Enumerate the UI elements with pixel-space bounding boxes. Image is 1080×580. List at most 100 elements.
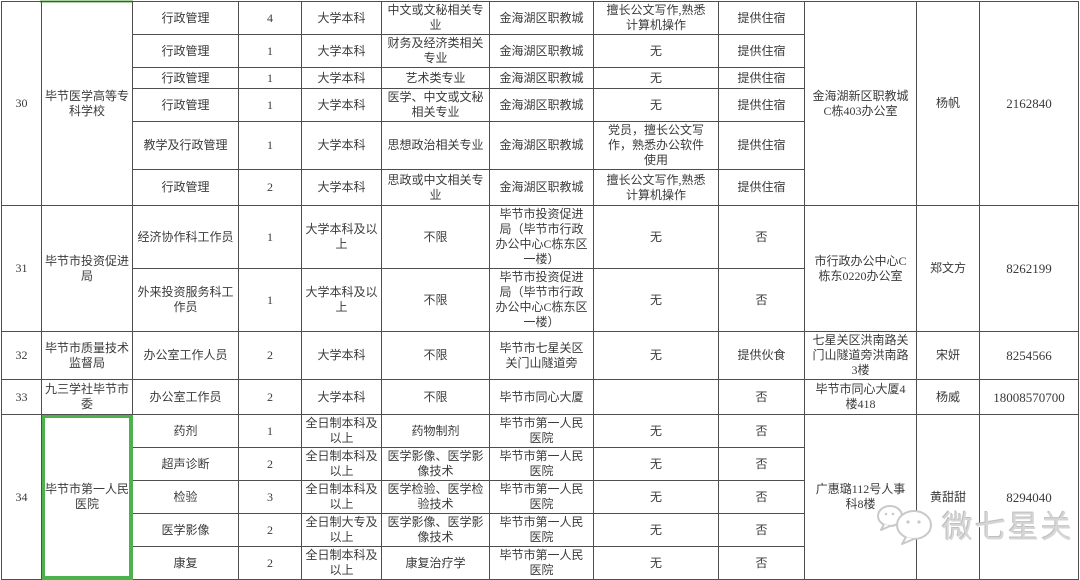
cell-organization: 毕节市投资促进局 [41, 205, 133, 332]
cell-position: 检验 [132, 480, 239, 514]
table-row: 行政管理 1 大学本科 医学、中文或文秘相关专业 金海湖区职教城无提供住宿 [2, 88, 1079, 122]
cell-count: 4 [238, 1, 302, 35]
cell-index: 32 [1, 331, 42, 380]
cell-major: 不限 [381, 268, 490, 332]
cell-phone: 8262199 [979, 205, 1079, 332]
cell-position: 办公室工作人员 [132, 331, 239, 380]
cell-contact: 宋妍 [916, 331, 980, 380]
cell-position: 行政管理 [132, 169, 239, 206]
cell-housing: 提供住宿 [718, 121, 805, 170]
table-row: 外来投资服务科工作员 1 大学本科及以上 不限 毕节市投资促进局（毕节市行政办公中心C栋… [2, 268, 1079, 332]
cell-education: 大学本科 [301, 121, 382, 170]
cell-requirements [593, 379, 719, 415]
cell-count: 2 [238, 447, 302, 481]
cell-position: 行政管理 [132, 34, 239, 68]
cell-count: 2 [238, 546, 302, 580]
cell-organization: 毕节医学高等专科学校 [41, 1, 133, 206]
cell-address: 市行政办公中心C栋东0220办公室 [804, 205, 917, 332]
cell-education: 全日制本科及以上 [301, 480, 382, 514]
cell-position: 办公室工作员 [132, 379, 239, 415]
table-row: 行政管理 1 大学本科 财务及经济类相关专业 金海湖区职教城无提供住宿 [2, 34, 1079, 68]
cell-housing: 提供住宿 [718, 169, 805, 206]
cell-major: 医学影像、医学影像技术 [381, 447, 490, 481]
cell-location: 毕节市第一人民医院 [489, 546, 594, 580]
cell-location: 金海湖区职教城 [489, 121, 594, 170]
cell-count: 2 [238, 379, 302, 415]
cell-requirements: 无 [593, 67, 719, 89]
cell-requirements: 无 [593, 331, 719, 380]
cell-requirements: 无 [593, 205, 719, 269]
cell-education: 全日制本科及以上 [301, 546, 382, 580]
cell-requirements: 擅长公文写作,熟悉计算机操作 [593, 1, 719, 35]
cell-education: 大学本科 [301, 34, 382, 68]
cell-position: 超声诊断 [132, 447, 239, 481]
cell-major: 艺术类专业 [381, 67, 490, 89]
table-row: 31 毕节市投资促进局 经济协作科工作员 1 大学本科及以上 不限 毕节市投资促进局（毕节市… [1, 205, 1079, 332]
cell-housing: 否 [718, 513, 805, 547]
cell-major: 财务及经济类相关专业 [381, 34, 490, 68]
table-row: 30 毕节医学高等专科学校 行政管理 4 大学本科 中文或文秘相关专业 金海湖区职教城 擅长公… [1, 1, 1079, 206]
cell-housing: 提供伙食 [718, 331, 805, 380]
cell-position: 外来投资服务科工作员 [132, 268, 239, 332]
cell-location: 金海湖区职教城 [489, 88, 594, 122]
cell-phone: 2162840 [979, 1, 1079, 206]
cell-housing: 否 [718, 447, 805, 481]
cell-address: 七星关区洪南路关门山隧道旁洪南路3楼 [804, 331, 917, 380]
cell-requirements: 无 [593, 513, 719, 547]
cell-count: 1 [238, 34, 302, 68]
cell-major: 不限 [381, 331, 490, 380]
cell-education: 大学本科 [301, 67, 382, 89]
cell-requirements: 无 [593, 268, 719, 332]
cell-location: 金海湖区职教城 [489, 67, 594, 89]
cell-address: 金海湖新区职教城C栋403办公室 [804, 1, 917, 206]
cell-position: 医学影像 [132, 513, 239, 547]
cell-contact: 郑文方 [916, 205, 980, 332]
cell-location: 毕节市第一人民医院 [489, 447, 594, 481]
table-row: 医学影像 2 全日制大专及以上 医学影像、医学影像技术 毕节市第一人民医院无否 [2, 513, 1079, 547]
cell-education: 大学本科及以上 [301, 268, 382, 332]
cell-count: 1 [238, 67, 302, 89]
cell-position: 行政管理 [132, 67, 239, 89]
cell-position: 行政管理 [132, 88, 239, 122]
cell-organization: 毕节市第一人民医院 [41, 414, 133, 580]
cell-education: 大学本科 [301, 88, 382, 122]
table-row: 33 九三学社毕节市委 办公室工作员 2 大学本科 不限 毕节市同心大厦 否毕节市同心大厦4楼… [1, 379, 1079, 415]
cell-contact: 黄甜甜 [916, 414, 980, 580]
cell-location: 毕节市投资促进局（毕节市行政办公中心C栋东区一楼） [489, 205, 594, 269]
cell-requirements: 无 [593, 414, 719, 448]
cell-major: 康复治疗学 [381, 546, 490, 580]
cell-count: 1 [238, 88, 302, 122]
cell-major: 思政或中文相关专业 [381, 169, 490, 206]
cell-housing: 否 [718, 205, 805, 269]
cell-location: 毕节市投资促进局（毕节市行政办公中心C栋东区一楼） [489, 268, 594, 332]
cell-major: 医学、中文或文秘相关专业 [381, 88, 490, 122]
cell-major: 不限 [381, 205, 490, 269]
cell-education: 全日制本科及以上 [301, 447, 382, 481]
cell-contact: 杨帆 [916, 1, 980, 206]
cell-count: 1 [238, 268, 302, 332]
cell-education: 大学本科及以上 [301, 205, 382, 269]
cell-housing: 否 [718, 546, 805, 580]
cell-position: 经济协作科工作员 [132, 205, 239, 269]
cell-index: 33 [1, 379, 42, 415]
cell-housing: 否 [718, 379, 805, 415]
cell-housing: 提供住宿 [718, 34, 805, 68]
cell-housing: 否 [718, 480, 805, 514]
cell-housing: 否 [718, 268, 805, 332]
cell-location: 金海湖区职教城 [489, 34, 594, 68]
cell-count: 1 [238, 414, 302, 448]
cell-organization: 九三学社毕节市委 [41, 379, 133, 415]
cell-housing: 提供住宿 [718, 67, 805, 89]
table-row: 34 毕节市第一人民医院 药剂 1 全日制本科及以上 药物制剂 毕节市第一人民医院无否广惠璐… [1, 414, 1079, 580]
cell-position: 药剂 [132, 414, 239, 448]
cell-education: 大学本科 [301, 379, 382, 415]
cell-organization: 毕节市质量技术监督局 [41, 331, 133, 380]
cell-phone: 18008570700 [979, 379, 1079, 415]
cell-major: 医学影像、医学影像技术 [381, 513, 490, 547]
cell-requirements: 无 [593, 34, 719, 68]
cell-address: 广惠璐112号人事科8楼 [804, 414, 917, 580]
cell-count: 2 [238, 513, 302, 547]
